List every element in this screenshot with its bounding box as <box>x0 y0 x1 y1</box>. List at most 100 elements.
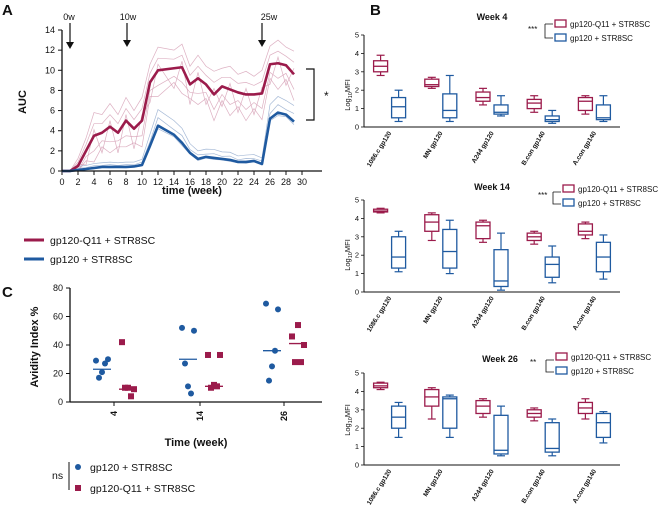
panel-a-x-tick-label: 10 <box>137 177 147 187</box>
panel-c-x-label: Time (week) <box>165 437 228 449</box>
panel-c-x-tick-label: 4 <box>109 411 119 416</box>
box-y-tick-label: 5 <box>355 196 359 205</box>
week-14-legend-q11: gp120-Q11 + STR8SC <box>578 185 658 194</box>
panel-a-y-tick-label: 4 <box>50 126 55 136</box>
week-14-significance: *** <box>538 191 547 200</box>
week-14-plot: 0 1 2 3 4 5 1086.c gp120 MN gp120 A244 gp120 B.co… <box>355 196 620 333</box>
box-category-label: MN gp120 <box>422 468 444 498</box>
panel-a-x-tick-label: 2 <box>75 177 80 187</box>
panel-a-individual-q11-3 <box>62 77 295 172</box>
box-category-label: MN gp120 <box>422 295 444 325</box>
week-4-legend-swatch-q11 <box>554 19 567 28</box>
panel-c-y-tick-label: 80 <box>53 283 63 293</box>
panel-a-x-tick-label: 16 <box>185 177 195 187</box>
panel-b-box-plots: B Week 4 *** gp120-Q11 + STR8SC gp120 + … <box>343 2 658 506</box>
panel-c-point-q11 <box>205 351 211 358</box>
marker-0w-label: 0w <box>63 12 75 22</box>
box-y-tick-label: 1 <box>355 104 359 113</box>
box-category-label: A.con gp140 <box>572 468 599 505</box>
week-4-legend-swatch-gp120 <box>554 33 567 42</box>
panel-c-point-gp120 <box>263 300 269 307</box>
panel-c-point-gp120 <box>99 369 105 376</box>
box-y-tick-label: 0 <box>355 461 359 470</box>
week-4-y-label: Log10MFI <box>343 79 354 111</box>
box-category-label: A.con gp140 <box>572 130 599 167</box>
box-iqr <box>493 414 509 455</box>
panel-c-point-gp120 <box>105 356 111 363</box>
week-4-legend-bracket <box>544 23 553 39</box>
panel-a-letter: A <box>2 2 13 19</box>
panel-c-y-label: Avidity Index % <box>29 306 41 387</box>
panel-a-x-tick-label: 24 <box>249 177 259 187</box>
box-category-label: MN gp120 <box>422 130 444 160</box>
box-iqr <box>424 78 440 88</box>
panel-c-points <box>93 300 307 400</box>
panel-c-point-gp120 <box>96 374 102 381</box>
week-14-legend-swatch-gp120 <box>562 198 575 207</box>
panel-a-significance: * <box>324 89 329 103</box>
box-iqr <box>544 256 560 278</box>
week-26-legend-q11: gp120-Q11 + STR8SC <box>571 353 651 362</box>
week-26-significance: ** <box>530 358 536 367</box>
panel-c-ticks: 0 20 40 60 80 4 14 26 <box>53 283 289 421</box>
panel-a-legend-gp120: gp120 + STR8SC <box>50 254 133 266</box>
box-iqr <box>493 249 509 288</box>
panel-a-individual-q11-0 <box>62 50 295 172</box>
box-iqr <box>493 104 509 115</box>
panel-a-x-tick-label: 28 <box>281 177 291 187</box>
panel-c-point-gp120 <box>275 306 281 313</box>
panel-c-point-gp120 <box>185 383 191 390</box>
box-plot-week-4: Week 4 *** gp120-Q11 + STR8SC gp120 + ST… <box>343 12 650 168</box>
box-y-tick-label: 4 <box>355 214 359 223</box>
box-iqr <box>475 91 491 102</box>
week-4-plot: 0 1 2 3 4 5 1086.c gp120 MN gp120 A244 gp120 B.co… <box>355 31 620 168</box>
panel-a-individual-q11-2 <box>62 39 295 172</box>
box-category-label: 1086.c gp120 <box>366 130 394 168</box>
box-category-label: B.con gp140 <box>520 295 547 332</box>
panel-a-x-tick-label: 26 <box>265 177 275 187</box>
box-iqr <box>442 93 458 119</box>
panel-c-point-gp120 <box>191 327 197 334</box>
panel-c-point-q11 <box>128 393 134 400</box>
box-iqr <box>390 96 407 119</box>
box-iqr <box>475 221 491 240</box>
week-26-legend-swatch-gp120 <box>555 366 568 375</box>
box-y-tick-label: 3 <box>355 405 359 414</box>
week-14-title: Week 14 <box>474 182 510 192</box>
marker-25w-label: 25w <box>261 12 278 22</box>
box-y-tick-label: 2 <box>355 424 359 433</box>
box-category-label: B.con gp140 <box>520 468 547 505</box>
week-26-y-label: Log10MFI <box>343 404 354 436</box>
panel-c-point-gp120 <box>93 357 99 364</box>
box-iqr <box>526 98 542 110</box>
panel-c-point-gp120 <box>102 360 108 367</box>
marker-0w-arrowhead <box>66 42 74 49</box>
panel-a-line-gp120 <box>62 111 295 173</box>
panel-c-legend-gp120: gp120 + STR8SC <box>90 462 173 474</box>
box-y-tick-label: 1 <box>355 269 359 278</box>
panel-c-point-gp120 <box>266 377 272 384</box>
box-y-tick-label: 0 <box>355 288 359 297</box>
panel-b-letter: B <box>370 2 381 19</box>
box-iqr <box>390 236 407 269</box>
marker-25w-arrowhead <box>258 40 266 47</box>
box-iqr <box>577 223 594 236</box>
panel-a-x-tick-label: 4 <box>91 177 96 187</box>
box-category-label: A244 gp120 <box>471 468 496 503</box>
panel-c-point-q11 <box>217 351 223 358</box>
box-y-tick-label: 2 <box>355 251 359 260</box>
box-iqr <box>442 228 458 269</box>
panel-a-y-tick-label: 12 <box>45 45 55 55</box>
box-iqr <box>424 214 440 232</box>
panel-a-individual-q11-4 <box>62 55 295 172</box>
marker-10w-arrowhead <box>123 40 131 47</box>
box-y-tick-label: 2 <box>355 86 359 95</box>
week-26-legend-swatch-q11 <box>555 352 568 361</box>
box-y-tick-label: 1 <box>355 442 359 451</box>
week-26-plot: 0 1 2 3 4 5 1086.c gp120 MN gp120 A244 gp120 B.co… <box>355 369 620 506</box>
box-y-tick-label: 3 <box>355 232 359 241</box>
panel-c-y-tick-label: 0 <box>58 397 63 407</box>
panel-c-point-q11 <box>289 333 295 340</box>
panel-a-y-label: AUC <box>17 90 29 114</box>
